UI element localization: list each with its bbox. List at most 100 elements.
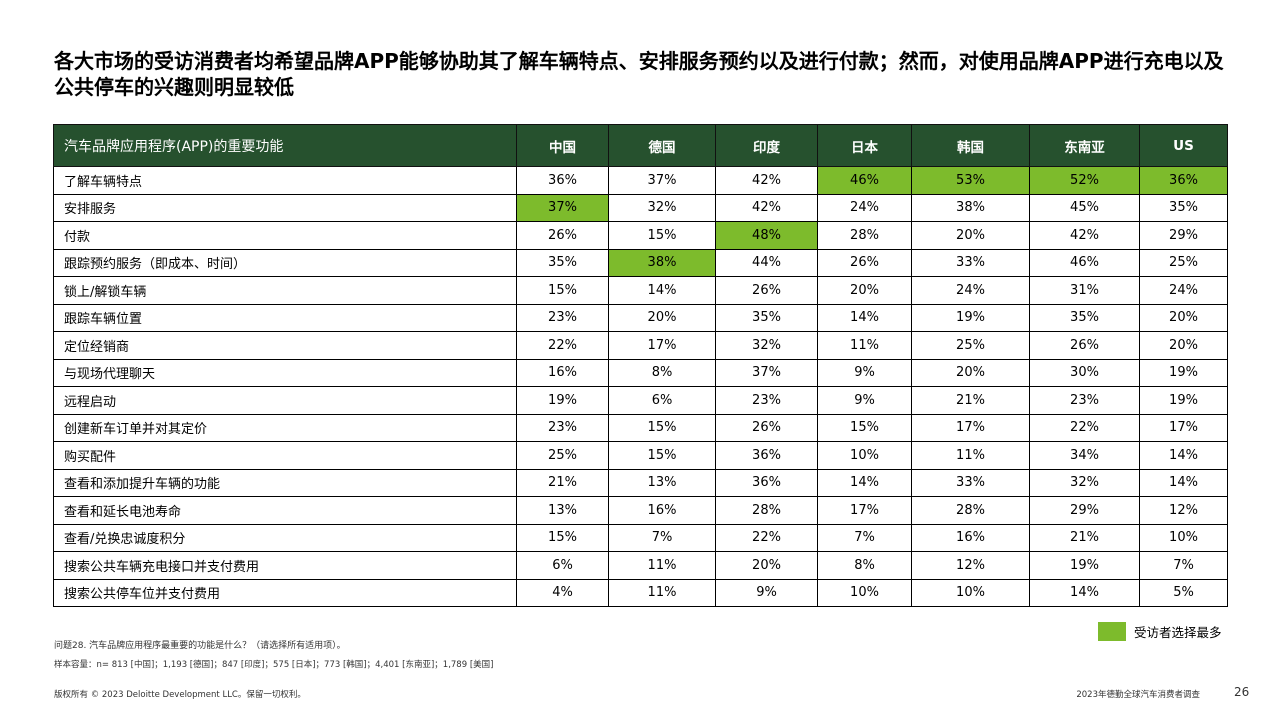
row-header-cell: 汽车品牌应用程序(APP)的重要功能 <box>53 124 517 167</box>
value-cell: 23% <box>516 413 609 442</box>
value-cell: 35% <box>1139 193 1228 222</box>
table-row: 了解车辆特点 36% 37% 42% 46% 53% 52% 36% <box>53 166 1228 195</box>
table-row: 跟踪车辆位置 23% 20% 35% 14% 19% 35% 20% <box>53 303 1228 332</box>
value-cell: 23% <box>516 303 609 332</box>
title-part-1: 特点 <box>578 49 619 73</box>
value-cell: 20% <box>911 358 1030 387</box>
value-cell: 14% <box>608 276 716 305</box>
row-label: 与现场代理聊天 <box>53 358 517 387</box>
value-cell: 12% <box>911 551 1030 580</box>
value-cell-top: 38% <box>608 248 716 277</box>
page-title: 各大市场的受访消费者均希望品牌APP能够协助其了解车辆特点、安排服务预约以及进行… <box>54 48 1229 100</box>
row-label: 安排服务 <box>53 193 517 222</box>
value-cell: 22% <box>1029 413 1140 442</box>
value-cell: 25% <box>911 331 1030 360</box>
table-row: 查看和添加提升车辆的功能 21% 13% 36% 14% 33% 32% 14% <box>53 468 1228 497</box>
value-cell: 35% <box>715 303 818 332</box>
value-cell: 35% <box>516 248 609 277</box>
value-cell: 12% <box>1139 496 1228 525</box>
table-row: 远程启动 19% 6% 23% 9% 21% 23% 19% <box>53 386 1228 415</box>
value-cell-top: 46% <box>817 166 912 195</box>
value-cell: 13% <box>516 496 609 525</box>
row-label: 了解车辆特点 <box>53 166 517 195</box>
row-label: 查看和添加提升车辆的功能 <box>53 468 517 497</box>
value-cell: 32% <box>1029 468 1140 497</box>
table-row: 付款 26% 15% 48% 28% 20% 42% 29% <box>53 221 1228 250</box>
table-row: 查看/兑换忠诚度积分 15% 7% 22% 7% 16% 21% 10% <box>53 523 1228 552</box>
legend-swatch <box>1098 622 1126 641</box>
value-cell: 26% <box>817 248 912 277</box>
column-header-0: 中国 <box>516 124 609 167</box>
column-header-6: US <box>1139 124 1228 167</box>
table-row: 购买配件 25% 15% 36% 10% 11% 34% 14% <box>53 441 1228 470</box>
value-cell: 30% <box>1029 358 1140 387</box>
title-part-0: 各大市场的受访消费者均希望品牌APP能够协助其了解车辆 <box>54 49 579 73</box>
row-label: 搜索公共停车位并支付费用 <box>53 578 517 607</box>
value-cell-top: 52% <box>1029 166 1140 195</box>
row-label: 查看和延长电池寿命 <box>53 496 517 525</box>
value-cell: 37% <box>608 166 716 195</box>
value-cell: 10% <box>911 578 1030 607</box>
app-feature-table: 汽车品牌应用程序(APP)的重要功能 中国 德国 印度 日本 韩国 东南亚 US… <box>53 124 1228 607</box>
value-cell: 14% <box>1139 441 1228 470</box>
value-cell: 26% <box>715 413 818 442</box>
value-cell: 23% <box>1029 386 1140 415</box>
row-label: 锁上/解锁车辆 <box>53 276 517 305</box>
value-cell: 44% <box>715 248 818 277</box>
row-label: 跟踪车辆位置 <box>53 303 517 332</box>
value-cell: 34% <box>1029 441 1140 470</box>
table-row: 跟踪预约服务（即成本、时间） 35% 38% 44% 26% 33% 46% 25% <box>53 248 1228 277</box>
value-cell: 37% <box>715 358 818 387</box>
value-cell: 21% <box>516 468 609 497</box>
value-cell: 33% <box>911 248 1030 277</box>
value-cell: 36% <box>715 441 818 470</box>
value-cell: 15% <box>608 221 716 250</box>
value-cell: 31% <box>1029 276 1140 305</box>
value-cell: 22% <box>516 331 609 360</box>
value-cell: 25% <box>516 441 609 470</box>
value-cell: 15% <box>608 413 716 442</box>
title-part-2: 、安排服务预约以及进行付款；然而，对使用品牌APP进行充电以及公共停车的兴趣则明… <box>54 49 1224 99</box>
value-cell: 15% <box>817 413 912 442</box>
value-cell: 19% <box>911 303 1030 332</box>
value-cell: 14% <box>1029 578 1140 607</box>
value-cell: 24% <box>911 276 1030 305</box>
table-row: 创建新车订单并对其定价 23% 15% 26% 15% 17% 22% 17% <box>53 413 1228 442</box>
value-cell: 13% <box>608 468 716 497</box>
value-cell: 28% <box>911 496 1030 525</box>
legend-label: 受访者选择最多 <box>1134 625 1222 640</box>
sample-size-note: 样本容量：n= 813 [中国]；1,193 [德国]；847 [印度]；575… <box>54 660 494 670</box>
table-row: 查看和延长电池寿命 13% 16% 28% 17% 28% 29% 12% <box>53 496 1228 525</box>
value-cell: 20% <box>715 551 818 580</box>
value-cell: 25% <box>1139 248 1228 277</box>
value-cell: 14% <box>1139 468 1228 497</box>
row-label: 定位经销商 <box>53 331 517 360</box>
page-title-text: 各大市场的受访消费者均希望品牌APP能够协助其了解车辆特点、安排服务预约以及进行… <box>54 49 1224 99</box>
table-row: 搜索公共停车位并支付费用 4% 11% 9% 10% 10% 14% 5% <box>53 578 1228 607</box>
row-label: 远程启动 <box>53 386 517 415</box>
value-cell: 20% <box>1139 303 1228 332</box>
value-cell: 16% <box>911 523 1030 552</box>
value-cell: 20% <box>608 303 716 332</box>
value-cell: 4% <box>516 578 609 607</box>
value-cell: 33% <box>911 468 1030 497</box>
value-cell: 26% <box>715 276 818 305</box>
value-cell: 36% <box>715 468 818 497</box>
value-cell: 21% <box>911 386 1030 415</box>
value-cell: 14% <box>817 303 912 332</box>
table-row: 搜索公共车辆充电接口并支付费用 6% 11% 20% 8% 12% 19% 7% <box>53 551 1228 580</box>
value-cell: 45% <box>1029 193 1140 222</box>
table-row: 安排服务 37% 32% 42% 24% 38% 45% 35% <box>53 193 1228 222</box>
value-cell: 8% <box>817 551 912 580</box>
report-name: 2023年德勤全球汽车消费者调查 <box>1076 690 1200 700</box>
value-cell: 11% <box>608 551 716 580</box>
value-cell: 22% <box>715 523 818 552</box>
value-cell: 16% <box>608 496 716 525</box>
column-header-1: 德国 <box>608 124 716 167</box>
row-label: 查看/兑换忠诚度积分 <box>53 523 517 552</box>
value-cell: 26% <box>1029 331 1140 360</box>
value-cell: 6% <box>608 386 716 415</box>
value-cell: 15% <box>608 441 716 470</box>
value-cell: 6% <box>516 551 609 580</box>
value-cell: 7% <box>608 523 716 552</box>
